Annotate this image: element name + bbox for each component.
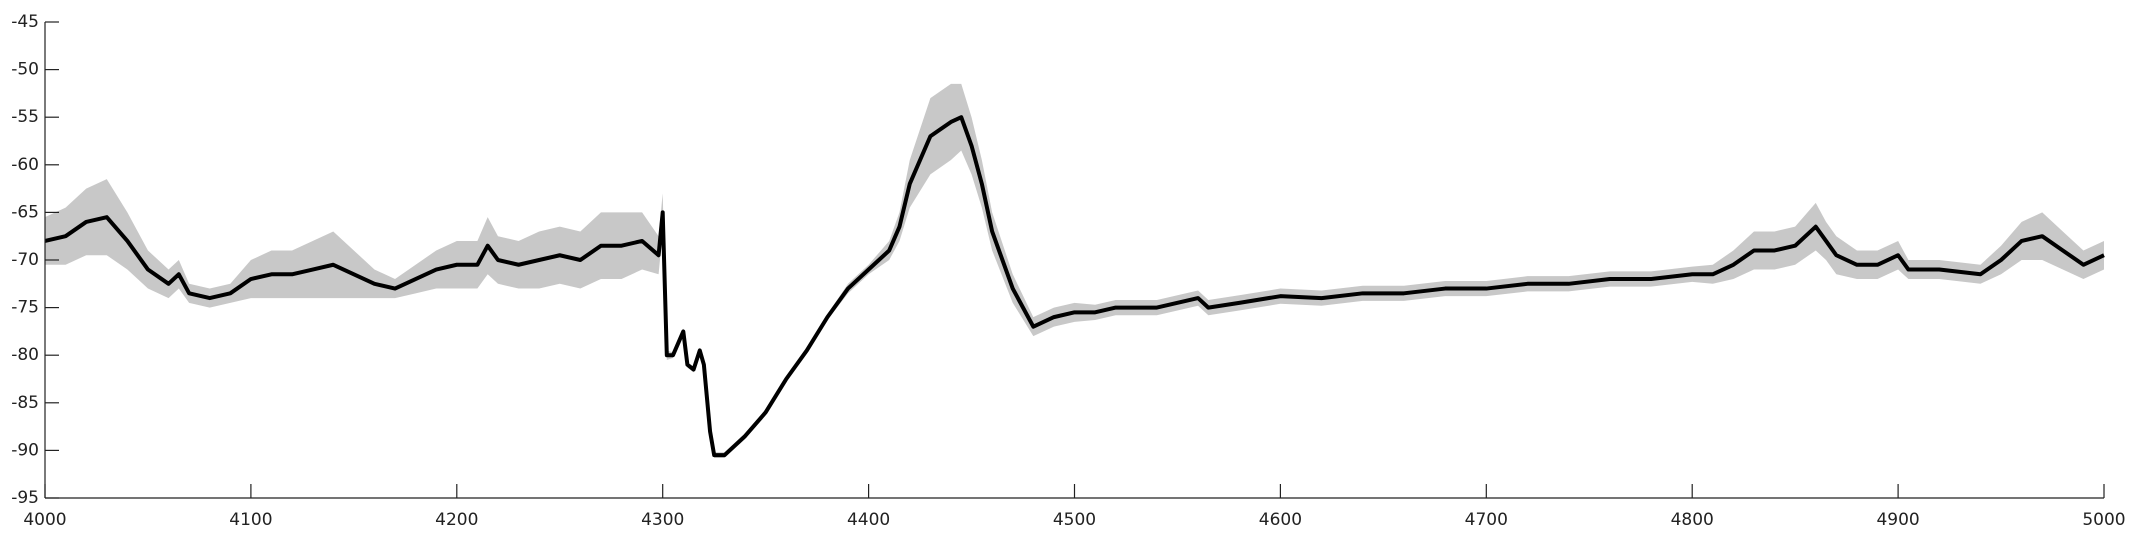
y-tick-label: -45 (11, 12, 39, 32)
band-area (45, 83, 2104, 459)
y-tick-label: -85 (11, 393, 39, 413)
data-line (44, 115, 2105, 458)
x-tick-label: 4900 (1876, 510, 1919, 530)
y-tick-label: -55 (11, 107, 39, 127)
x-tick-label: 4800 (1671, 510, 1714, 530)
x-tick-label: 4700 (1465, 510, 1508, 530)
y-tick-label: -70 (11, 250, 39, 270)
y-tick-label: -95 (11, 488, 39, 508)
y-tick-label: -50 (11, 60, 39, 80)
x-tick-label: 4600 (1259, 510, 1302, 530)
x-tick-label: 4100 (229, 510, 272, 530)
y-tick-label: -80 (11, 345, 39, 365)
x-tick-label: 5000 (2082, 510, 2125, 530)
y-tick-label: -60 (11, 155, 39, 175)
y-tick-label: -90 (11, 440, 39, 460)
x-tick-label: 4300 (641, 510, 684, 530)
x-tick-label: 4500 (1053, 510, 1096, 530)
y-tick-label: -65 (11, 202, 39, 222)
x-tick-label: 4400 (847, 510, 890, 530)
x-tick-label: 4200 (435, 510, 478, 530)
y-tick-label: -75 (11, 298, 39, 318)
x-tick-label: 4000 (23, 510, 66, 530)
